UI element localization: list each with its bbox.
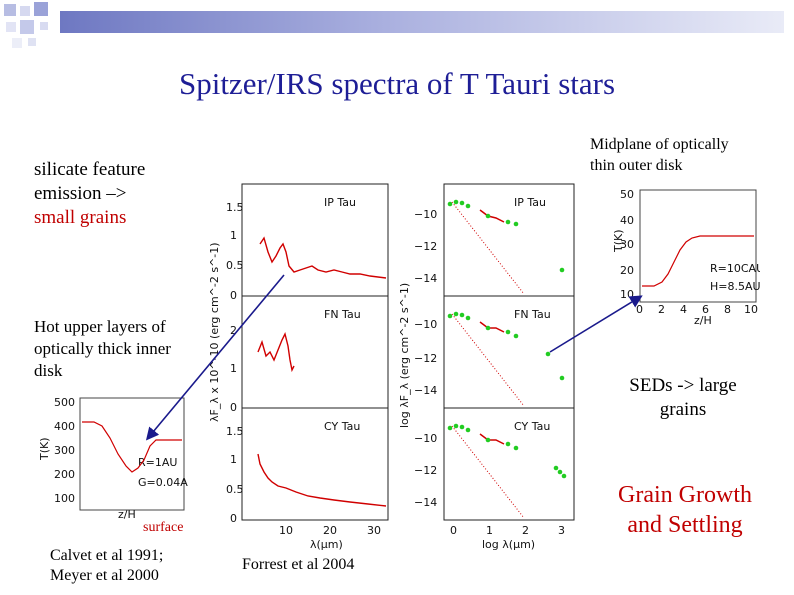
hot-layers-text: Hot upper layers of optically thick inne… [34, 317, 171, 380]
decorative-squares [4, 2, 48, 48]
irs-spectra-figure: λF_λ x 10^-10 (erg cm^-2 s^-1) IP Tau FN… [208, 183, 389, 551]
surface-label: surface [143, 520, 184, 535]
sed-ytick: −14 [414, 272, 437, 285]
temp-left-curve [82, 421, 182, 473]
temp-right-xtick: 10 [744, 303, 758, 316]
sed-points-cy [447, 423, 567, 479]
sed-panel-ip [443, 183, 575, 297]
spectra-xtick: 30 [367, 524, 381, 537]
spectra-ytick: 0 [230, 289, 237, 302]
svg-text:λF_λ x 10^-10 (erg cm^-2 s^-1): λF_λ x 10^-10 (erg cm^-2 s^-1) [208, 242, 221, 422]
temp-right-xtick: 4 [680, 303, 687, 316]
temp-left-ytick: 100 [54, 492, 75, 505]
spectrum-fn-tau [257, 331, 295, 373]
sed-ytick: −10 [414, 432, 437, 445]
temp-left-ytick: 500 [54, 396, 75, 409]
temp-right-xtick: 8 [724, 303, 731, 316]
temp-left-legend: G=0.04AU [138, 476, 188, 489]
slide-title: Spitzer/IRS spectra of T Tauri stars [178, 66, 616, 101]
temp-right-ytick: 40 [620, 214, 634, 227]
spectra-xtick: 10 [279, 524, 293, 537]
silicate-text: silicate feature emission –> small grain… [34, 159, 146, 228]
citation-left: Calvet et al 1991; Meyer et al 2000 [50, 547, 164, 584]
sed-points-ip [447, 199, 565, 273]
seds-text: SEDs -> large grains [629, 375, 737, 420]
sed-ytick: −10 [414, 208, 437, 221]
sed-panel-fn [443, 295, 575, 409]
temp-right-ytick: 10 [620, 288, 634, 301]
spectra-xtick: 20 [323, 524, 337, 537]
sed-xtick: 0 [450, 524, 457, 537]
temp-right-xtick: 2 [658, 303, 665, 316]
sed-xtick: 1 [486, 524, 493, 537]
grain-growth-text: Grain Growth and Settling [618, 482, 752, 538]
spectra-name-fn: FN Tau [324, 308, 361, 321]
sed-name-ip: IP Tau [514, 196, 546, 209]
sed-xtick: 2 [522, 524, 529, 537]
temp-right-xtick: 6 [702, 303, 709, 316]
temp-right-xlabel: z/H [694, 314, 712, 326]
spectra-ytick: 2 [230, 324, 237, 337]
temp-left-ytick: 400 [54, 420, 75, 433]
midplane-text: Midplane of optically thin outer disk [590, 136, 729, 174]
header-bar [60, 11, 784, 33]
temp-left-ylabel: T(K) [38, 437, 51, 461]
temp-right-ytick: 20 [620, 264, 634, 277]
sed-points-fn [447, 311, 565, 381]
spectra-axis-label: λF_λ x 10^-10 (erg cm^-2 s^-1) [208, 242, 221, 422]
temp-left-legend: R=1AU [138, 456, 177, 469]
sed-name-cy: CY Tau [514, 420, 550, 433]
spectra-panel-fn [241, 295, 389, 409]
spectrum-ip-tau [259, 236, 387, 279]
spectra-name-cy: CY Tau [324, 420, 360, 433]
spectra-ytick: 1 [230, 229, 237, 242]
temp-right-curve [642, 235, 754, 287]
spectra-panel-cy [241, 407, 389, 521]
temp-left-xlabel: z/H [118, 508, 136, 520]
spectra-ytick: 0 [230, 512, 237, 525]
temp-profile-left: T(K) 500 400 300 200 100 R=1AU G=0.04AU … [38, 396, 188, 520]
sed-irs-ip [479, 209, 505, 223]
temp-left-ytick: 300 [54, 444, 75, 457]
temp-right-ytick: 30 [620, 238, 634, 251]
temp-right-ylabel: T(K) [612, 229, 625, 253]
citation-center: Forrest et al 2004 [242, 556, 355, 573]
sed-name-fn: FN Tau [514, 308, 551, 321]
sed-ytick: −14 [414, 384, 437, 397]
spectra-ytick: 1 [230, 453, 237, 466]
sed-figure: log λF_λ (erg cm^-2 s^-1) IP Tau FN Tau … [398, 183, 575, 551]
spectra-ytick: 1 [230, 362, 237, 375]
temp-right-legend: R=10CAU [710, 262, 760, 275]
spectra-ytick: 0.5 [226, 259, 244, 272]
sed-ytick: −12 [414, 240, 437, 253]
spectra-ytick: 1.5 [226, 425, 244, 438]
temp-profile-right: T(K) 50 40 30 20 10 0 2 4 6 8 10 z/H R=1… [612, 188, 760, 326]
sed-xlabel: log λ(μm) [482, 538, 535, 551]
temp-right-xtick: 0 [636, 303, 643, 316]
temp-right-ytick: 50 [620, 188, 634, 201]
spectra-name-ip: IP Tau [324, 196, 356, 209]
sed-ytick: −12 [414, 464, 437, 477]
sed-ytick: −14 [414, 496, 437, 509]
sed-panel-cy [443, 407, 575, 521]
sed-ytick: −10 [414, 318, 437, 331]
sed-irs-fn [479, 321, 505, 333]
spectra-ytick: 1.5 [226, 201, 244, 214]
sed-ylabel: log λF_λ (erg cm^-2 s^-1) [398, 283, 411, 428]
temp-left-ytick: 200 [54, 468, 75, 481]
sed-irs-cy [479, 433, 505, 445]
spectra-ytick: 0 [230, 401, 237, 414]
sed-xtick: 3 [558, 524, 565, 537]
spectrum-cy-tau [257, 453, 387, 507]
sed-ytick: −12 [414, 352, 437, 365]
temp-right-legend: H=8.5AU [710, 280, 760, 293]
spectra-ytick: 0.5 [226, 483, 244, 496]
spectra-xlabel: λ(μm) [310, 538, 343, 551]
